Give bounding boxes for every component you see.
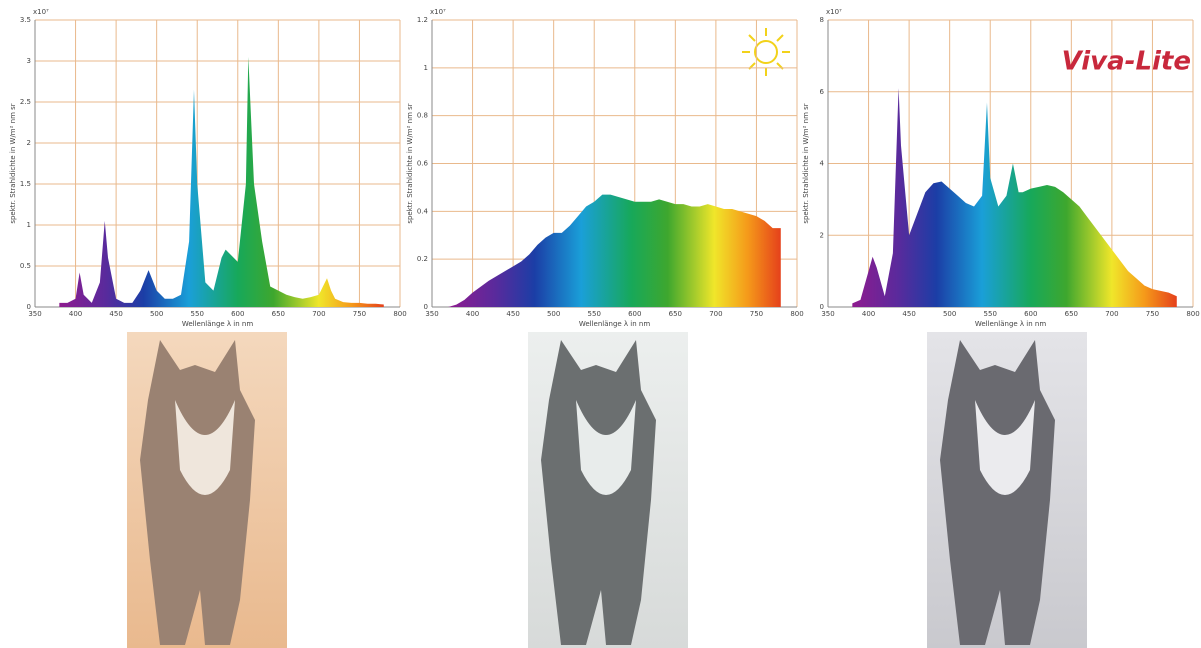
x-axis-label: Wellenlänge λ in nm	[975, 320, 1047, 328]
x-tick-label: 350	[28, 310, 41, 318]
x-tick-label: 750	[750, 310, 763, 318]
y-tick-label: 6	[820, 88, 825, 96]
x-axis-label: Wellenlänge λ in nm	[579, 320, 651, 328]
x-tick-label: 700	[709, 310, 722, 318]
x-tick-label: 650	[1065, 310, 1078, 318]
chart: 0 2 4 6 8 350 400 450 500 550 600 650 700 750 800 x10⁷ W…	[802, 8, 1200, 328]
x-tick-label: 350	[821, 310, 834, 318]
x-tick-label: 450	[902, 310, 915, 318]
spectrum-area	[448, 194, 781, 307]
y-tick-label: 0	[820, 303, 824, 311]
x-tick-label: 500	[547, 310, 560, 318]
y-axis-label: spektr. Strahldichte in W/m² nm sr	[802, 103, 810, 223]
chart: 0 0.5 1 1.5 2 2.5 3 3.5 350 400 450 500 550 600 650 700…	[9, 8, 407, 328]
spectrum-area	[59, 56, 384, 308]
x-tick-label: 700	[312, 310, 325, 318]
y-exponent: x10⁷	[33, 8, 49, 16]
y-tick-label: 2	[27, 139, 31, 147]
x-tick-label: 600	[231, 310, 244, 318]
chart: 0 0.2 0.4 0.6 0.8 1 1.2 350 400 450 500 550 600 650 70…	[406, 8, 804, 328]
wolf-photo	[127, 332, 287, 648]
y-axis-label: spektr. Strahldichte in W/m² nm sr	[406, 103, 414, 223]
x-tick-label: 400	[862, 310, 875, 318]
x-tick-label: 650	[272, 310, 285, 318]
y-tick-label: 0.4	[417, 207, 429, 215]
y-tick-label: 0	[424, 303, 428, 311]
x-tick-label: 550	[588, 310, 601, 318]
x-tick-label: 500	[943, 310, 956, 318]
x-tick-label: 750	[1146, 310, 1159, 318]
y-tick-label: 3	[27, 57, 31, 65]
x-tick-label: 500	[150, 310, 163, 318]
y-exponent: x10⁷	[826, 8, 842, 16]
y-tick-label: 0.5	[20, 262, 31, 270]
y-axis-label: spektr. Strahldichte in W/m² nm sr	[9, 103, 17, 223]
x-tick-label: 800	[1186, 310, 1199, 318]
y-tick-label: 3.5	[20, 16, 31, 24]
x-tick-label: 450	[109, 310, 122, 318]
y-tick-label: 2.5	[20, 98, 31, 106]
y-tick-label: 0.2	[417, 255, 428, 263]
x-tick-label: 650	[669, 310, 682, 318]
y-tick-label: 2	[820, 231, 824, 239]
x-tick-label: 400	[466, 310, 479, 318]
x-tick-label: 800	[393, 310, 406, 318]
x-tick-label: 600	[1024, 310, 1037, 318]
wolf-photo	[528, 332, 688, 648]
x-tick-label: 800	[790, 310, 803, 318]
x-tick-label: 550	[191, 310, 204, 318]
x-tick-label: 400	[69, 310, 82, 318]
logo: Viva-Lite	[1062, 47, 1191, 77]
y-exponent: x10⁷	[430, 8, 446, 16]
sun-icon	[742, 28, 790, 76]
y-tick-label: 1	[424, 64, 428, 72]
y-tick-label: 0.6	[417, 160, 429, 168]
x-tick-label: 700	[1105, 310, 1118, 318]
x-tick-label: 350	[425, 310, 438, 318]
x-tick-label: 550	[984, 310, 997, 318]
y-tick-label: 1.5	[20, 180, 31, 188]
y-tick-label: 1	[27, 221, 31, 229]
y-tick-label: 0	[27, 303, 31, 311]
y-tick-label: 4	[820, 160, 825, 168]
y-tick-label: 0.8	[417, 112, 428, 120]
y-tick-label: 1.2	[417, 16, 428, 24]
spectrum-area	[852, 88, 1177, 307]
y-tick-label: 8	[820, 16, 824, 24]
x-tick-label: 750	[353, 310, 366, 318]
wolf-photo	[927, 332, 1087, 648]
x-axis-label: Wellenlänge λ in nm	[182, 320, 254, 328]
x-tick-label: 450	[506, 310, 519, 318]
x-tick-label: 600	[628, 310, 641, 318]
